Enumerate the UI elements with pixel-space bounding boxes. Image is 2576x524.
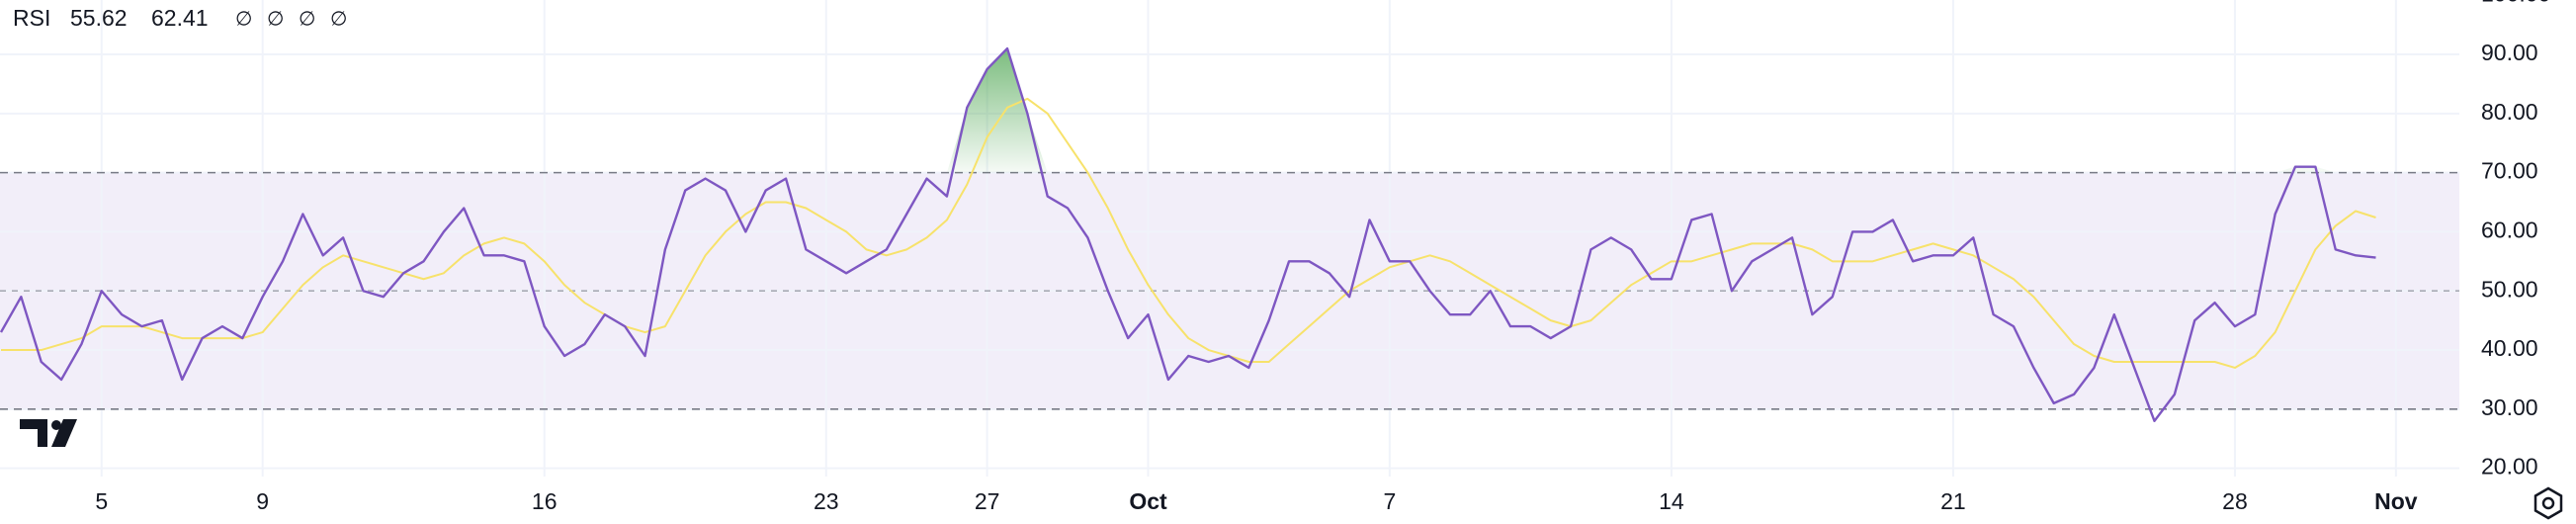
y-tick-label: 90.00 [2481, 40, 2538, 65]
settings-icon-core [2541, 496, 2555, 510]
settings[interactable] [2533, 486, 2563, 520]
legend: RSI 55.62 62.41 ∅ ∅ ∅ ∅ [13, 5, 347, 31]
legend-value: 55.62 [70, 5, 128, 31]
overbought-area [1, 48, 2376, 173]
x-tick-label: 28 [2222, 488, 2248, 514]
x-tick-label: 14 [1659, 488, 1684, 514]
y-tick-label: 20.00 [2481, 454, 2538, 480]
x-tick-label: 7 [1383, 488, 1396, 514]
y-tick-label: 80.00 [2481, 99, 2538, 125]
y-tick-label: 40.00 [2481, 335, 2538, 361]
y-tick-label: 100.00 [2481, 0, 2550, 6]
logo-dot [51, 420, 61, 430]
legend-extra: ∅ [299, 8, 315, 30]
y-tick-label: 70.00 [2481, 158, 2538, 184]
logo [20, 419, 77, 447]
x-tick-label: 23 [814, 488, 839, 514]
y-tick-label: 60.00 [2481, 217, 2538, 242]
logo-mark [20, 419, 77, 447]
x-tick-label: 9 [256, 488, 269, 514]
x-tick-label: 5 [95, 488, 108, 514]
legend-extra: ∅ [267, 8, 284, 30]
legend-extra: ∅ [330, 8, 347, 30]
y-tick-label: 50.00 [2481, 276, 2538, 302]
series-line [0, 46, 2376, 422]
legend-title: RSI [13, 5, 50, 31]
legend-value: 62.41 [151, 5, 209, 31]
x-tick-label: 21 [1940, 488, 1966, 514]
x-tick-label: Oct [1129, 488, 1167, 514]
legend-extra: ∅ [235, 8, 252, 30]
settings-icon[interactable] [2533, 486, 2563, 520]
y-tick-label: 30.00 [2481, 394, 2538, 420]
x-tick-label: Nov [2374, 488, 2418, 514]
x-tick-label: 16 [532, 488, 558, 514]
x-tick-label: 27 [975, 488, 1000, 514]
